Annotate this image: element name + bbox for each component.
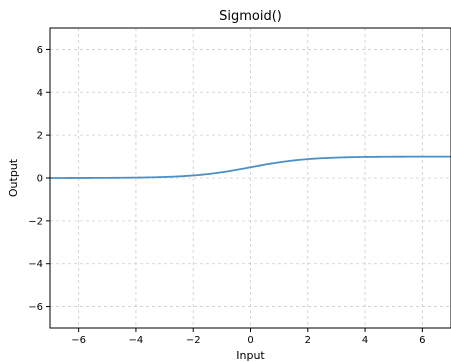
y-tick-label: 0	[37, 174, 43, 185]
y-axis-ticks: −6 −4 −2 0 2 4 6	[28, 45, 50, 313]
y-tick-label: −4	[28, 259, 43, 270]
x-tick-label: 2	[305, 335, 311, 346]
x-tick-label: 4	[362, 335, 368, 346]
series-line-sigmoid	[49, 155, 451, 179]
x-axis-title: Input	[236, 349, 265, 362]
y-tick-label: −6	[28, 302, 43, 313]
y-tick-label: 4	[37, 88, 43, 99]
x-tick-label: −2	[186, 335, 201, 346]
x-tick-label: 0	[247, 335, 253, 346]
series-layer	[49, 155, 451, 179]
x-tick-label: −4	[129, 335, 144, 346]
x-axis-ticks: −6 −4 −2 0 2 4 6	[71, 328, 426, 346]
y-axis-title: Output	[7, 158, 20, 197]
chart-title: Sigmoid()	[219, 9, 282, 24]
x-tick-label: 6	[419, 335, 425, 346]
y-tick-label: −2	[28, 216, 43, 227]
y-tick-label: 6	[37, 45, 43, 56]
y-tick-label: 2	[37, 131, 43, 142]
x-tick-label: −6	[71, 335, 86, 346]
